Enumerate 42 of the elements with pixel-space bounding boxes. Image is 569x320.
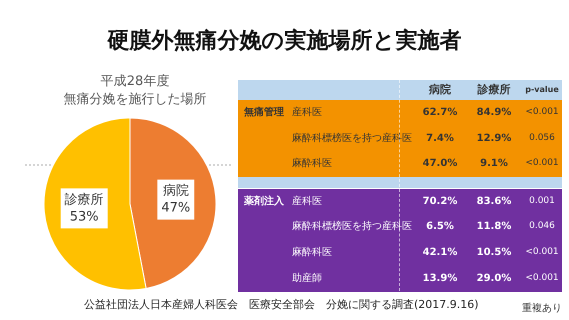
text: 47.0% xyxy=(422,158,458,170)
data-label: 47% xyxy=(161,200,190,216)
text: <0.001 xyxy=(525,107,559,117)
category-label: 産科医 xyxy=(292,107,322,118)
category-label: 麻酔科標榜医を持つ産科医 xyxy=(292,132,412,144)
text: 公益社団法人日本産婦人科医会 医療安全部会 分娩に関する調査(2017.9.16) xyxy=(84,298,479,311)
text: <0.001 xyxy=(525,272,559,283)
text: 11.8% xyxy=(476,221,512,232)
text: 0.001 xyxy=(529,196,555,206)
text: 重複あり xyxy=(522,302,562,316)
category-label: 麻酔科医 xyxy=(292,158,332,170)
text: 42.1% xyxy=(422,247,458,258)
text: 84.9% xyxy=(476,107,512,118)
text: 12.9% xyxy=(476,132,512,144)
text: 70.2% xyxy=(422,196,458,207)
text: 83.6% xyxy=(476,196,512,207)
slice-label: 病院 xyxy=(162,184,189,199)
text: 10.5% xyxy=(476,247,512,258)
category-label: p-value xyxy=(524,84,560,96)
category-label: 診療所 xyxy=(476,82,512,98)
category-label: 病院 xyxy=(428,82,452,98)
text: 62.7% xyxy=(422,107,458,118)
text: 9.1% xyxy=(480,158,508,170)
data-label: 53% xyxy=(70,209,99,224)
text: 6.5% xyxy=(426,221,454,232)
chart-title: 平成28年度 xyxy=(100,73,170,89)
category-label: 産科医 xyxy=(292,196,322,207)
text: 0.046 xyxy=(529,221,555,232)
text: <0.001 xyxy=(525,158,559,168)
slice-label: 診療所 xyxy=(64,192,104,208)
text: 29.0% xyxy=(476,272,512,284)
category-label: 無痛管理 xyxy=(244,107,284,118)
text: <0.001 xyxy=(525,247,559,257)
text: 7.4% xyxy=(426,132,454,144)
chart-subtitle: 無痛分娩を施行した場所 xyxy=(64,92,206,107)
text: 13.9% xyxy=(422,272,458,284)
category-label: 麻酔科医 xyxy=(292,247,332,258)
category-label: 助産師 xyxy=(292,272,322,284)
category-label: 薬剤注入 xyxy=(244,196,284,207)
category-label: 麻酔科標榜医を持つ産科医 xyxy=(292,221,412,232)
text: 0.056 xyxy=(529,132,555,143)
text: 硬膜外無痛分娩の実施場所と実施者 xyxy=(106,28,462,54)
